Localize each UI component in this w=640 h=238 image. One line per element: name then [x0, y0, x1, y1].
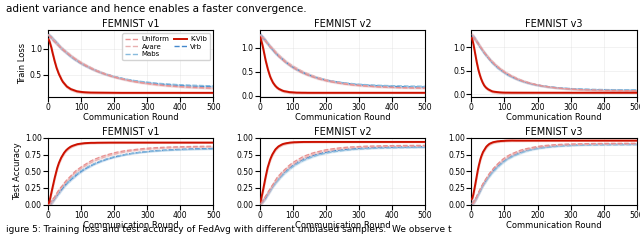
Text: adient variance and hence enables a faster convergence.: adient variance and hence enables a fast… — [6, 4, 307, 14]
X-axis label: Communication Round: Communication Round — [83, 221, 179, 230]
X-axis label: Communication Round: Communication Round — [83, 113, 179, 122]
Y-axis label: Test Accuracy: Test Accuracy — [13, 143, 22, 200]
Title: FEMNIST v1: FEMNIST v1 — [102, 19, 159, 29]
Title: FEMNIST v2: FEMNIST v2 — [314, 19, 371, 29]
Title: FEMNIST v2: FEMNIST v2 — [314, 127, 371, 137]
Text: igure 5: Training loss and test accuracy of FedAvg with different unbiased sampl: igure 5: Training loss and test accuracy… — [6, 225, 452, 234]
Title: FEMNIST v3: FEMNIST v3 — [525, 127, 583, 137]
Title: FEMNIST v3: FEMNIST v3 — [525, 19, 583, 29]
Legend: Uniform, Avare, Mabs, K-Vib, Vrb: Uniform, Avare, Mabs, K-Vib, Vrb — [122, 33, 210, 60]
X-axis label: Communication Round: Communication Round — [294, 221, 390, 230]
X-axis label: Communication Round: Communication Round — [506, 113, 602, 122]
Y-axis label: Train Loss: Train Loss — [18, 43, 27, 84]
Title: FEMNIST v1: FEMNIST v1 — [102, 127, 159, 137]
X-axis label: Communication Round: Communication Round — [294, 113, 390, 122]
X-axis label: Communication Round: Communication Round — [506, 221, 602, 230]
